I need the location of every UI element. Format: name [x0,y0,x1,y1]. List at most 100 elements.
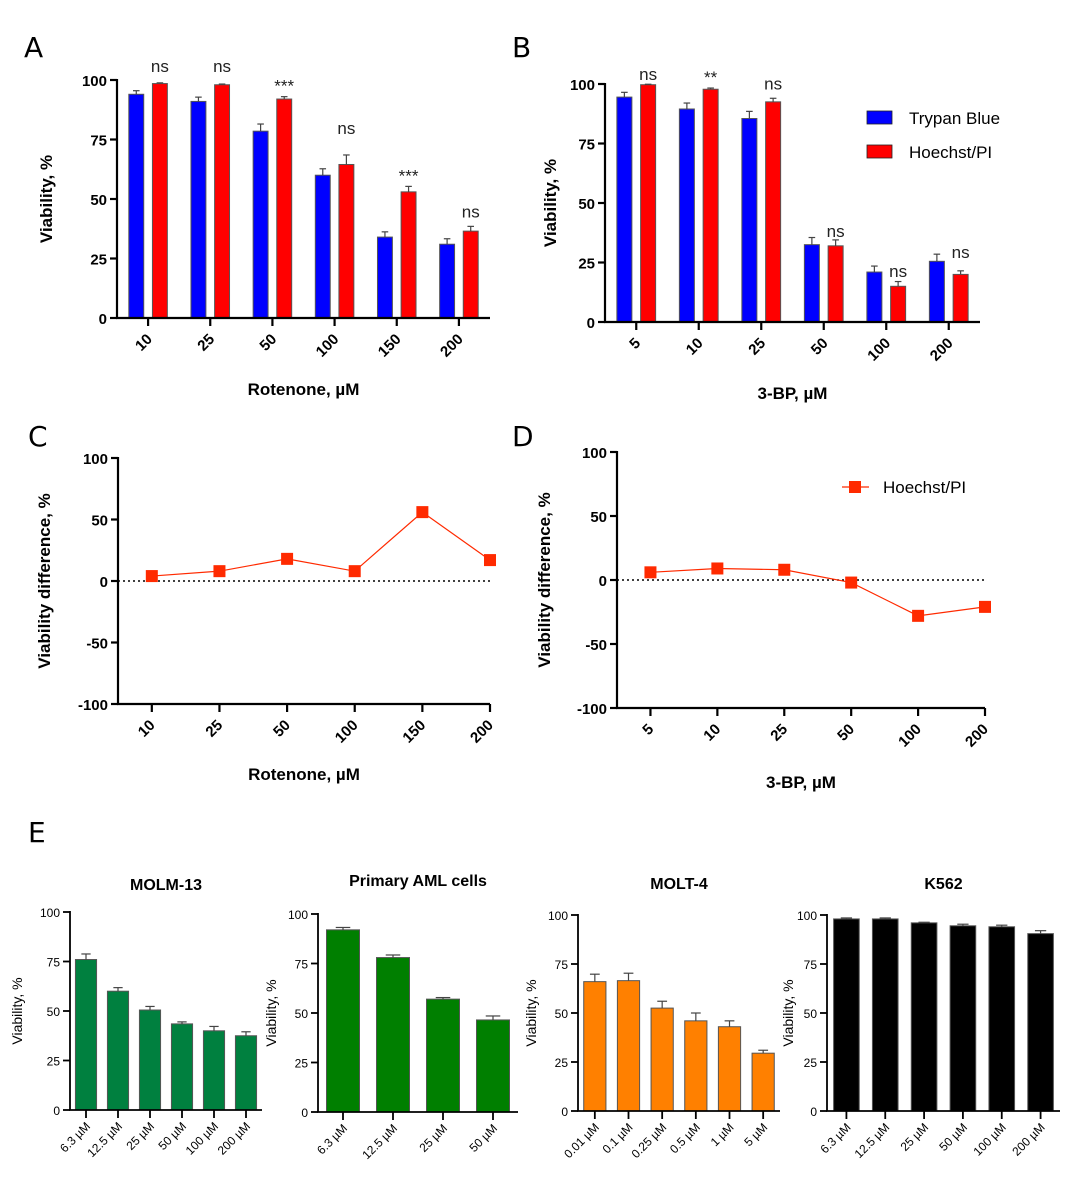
x-tick-label: 150 [375,331,405,361]
bar-b-0-1 [678,108,695,323]
y-tick-label: 100 [797,909,817,923]
y-axis-title: Viability difference, % [535,492,554,667]
series-line-c [151,511,491,577]
bar-a-0-2 [252,130,269,319]
x-tick-label: 50 [834,721,858,745]
bar-a-1-3 [338,163,355,319]
bar-a-1-4 [400,191,417,319]
bar-e1-0-3 [170,1023,194,1111]
x-tick-label: 25 µM [123,1119,157,1153]
bar-e1-0-1 [106,990,130,1111]
panel-letter-c: C [28,420,48,453]
bar-b-1-1 [702,88,719,323]
x-tick-label: 100 [313,331,343,361]
x-tick-label: 50 [270,717,294,741]
y-tick-label: 50 [295,1007,309,1021]
panel-letter-e: E [28,816,46,849]
bar-e2-0-1 [376,957,410,1113]
x-tick-label: 25 [745,335,769,359]
bar-a-0-4 [376,236,393,319]
x-tick-label: 200 µM [215,1119,253,1157]
significance-label: ns [337,119,355,138]
significance-label: ns [639,65,657,84]
bar-a-1-0 [151,83,168,319]
data-point-c-2 [281,552,294,565]
x-tick-label: 200 [437,331,467,361]
y-tick-label: 25 [47,1055,61,1069]
bar-b-1-2 [765,101,782,323]
y-axis-title: Viability, % [780,979,796,1046]
y-tick-label: 100 [288,908,308,922]
bar-e1-0-2 [138,1009,162,1111]
bar-e3-0-4 [717,1026,742,1112]
legend-label-hoechst-pi: Hoechst/PI [909,143,992,162]
x-tick-label: 25 [202,717,226,741]
x-tick-label: 12.5 µM [84,1119,125,1160]
y-tick-label: 25 [578,256,595,273]
y-tick-label: 50 [804,1007,818,1021]
y-tick-label: 50 [555,1007,569,1021]
x-tick-label: 200 [467,717,497,747]
legend-swatch-hoechst-pi [866,144,893,159]
y-tick-label: 0 [53,1104,60,1118]
bar-b-0-4 [866,271,883,323]
bar-a-1-5 [462,230,479,319]
bar-a-0-5 [439,243,456,319]
y-tick-label: 100 [548,909,568,923]
legend-swatch-trypan-blue [866,110,893,125]
x-tick-label: 100 [864,335,894,365]
legend-label-trypan-blue: Trypan Blue [909,109,1000,128]
y-tick-label: 50 [47,1005,61,1019]
significance-label: *** [399,166,419,185]
y-tick-label: 75 [47,956,61,970]
bar-e4-0-4 [988,926,1016,1112]
x-tick-label: 5 [626,335,644,353]
bar-e1-0-5 [234,1035,258,1111]
x-tick-label: 25 µM [898,1120,932,1154]
x-axis-title: Rotenone, µM [248,765,360,784]
chart-title: MOLM-13 [130,877,202,894]
bar-b-0-2 [741,118,758,323]
y-tick-label: 0 [810,1105,817,1119]
panel-e-primary-aml-chart: 0 25 50 75 100 6.3 µM 12.5 µM 25 µM 50 µM Viabili… [263,873,518,1162]
x-axis-title: Rotenone, µM [248,380,360,399]
y-tick-label: 25 [295,1057,309,1071]
x-tick-label: 100 µM [970,1120,1008,1158]
x-tick-label: 10 [700,721,724,745]
chart-title: K562 [924,876,962,893]
y-tick-label: 75 [295,958,309,972]
bar-b-1-4 [890,285,907,323]
x-axis-title: 3-BP, µM [758,384,828,403]
significance-label: ns [827,222,845,241]
y-axis-title: Viability, % [523,979,539,1046]
x-tick-label: 50 µM [466,1121,500,1155]
bar-e3-0-5 [751,1052,775,1112]
bar-a-0-3 [314,174,331,319]
bar-e3-0-1 [616,980,641,1112]
bar-e1-0-4 [202,1030,226,1111]
x-tick-label: 0.5 µM [667,1120,703,1156]
y-tick-label: 0 [599,573,607,590]
y-tick-label: 75 [578,137,595,154]
y-tick-label: 100 [82,73,107,90]
x-tick-label: 10 [683,335,707,359]
y-axis-title: Viability, % [263,979,279,1046]
x-tick-label: 150 [399,717,429,747]
y-tick-label: 75 [90,133,107,150]
y-tick-label: 25 [555,1056,569,1070]
data-point-d-3 [845,576,858,589]
data-point-c-4 [416,506,429,519]
legend-line: Hoechst/PI [842,478,966,497]
data-point-d-5 [979,600,991,613]
data-point-c-3 [348,565,361,578]
legend-bar: Trypan Blue Hoechst/PI [866,109,1000,162]
data-point-d-4 [912,609,925,622]
panel-a-chart: ns ns *** ns *** ns 0 25 50 75 100 10 25 50 100 150 200 V… [37,57,490,399]
x-tick-label: 12.5 µM [359,1121,400,1162]
y-axis-title: Viability, % [9,977,25,1044]
bar-e4-0-1 [871,918,899,1112]
y-tick-label: 50 [590,509,607,526]
bar-e4-0-3 [949,925,977,1112]
